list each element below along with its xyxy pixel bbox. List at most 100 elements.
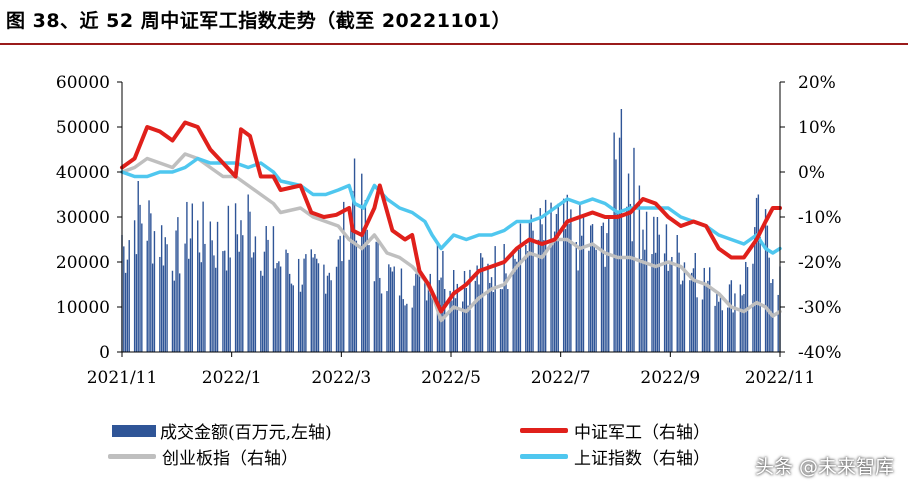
turnover-bar [442,250,444,352]
legend-swatch-military [520,428,568,433]
turnover-bar [453,270,455,352]
legend-sse: 上证指数（右轴） [520,444,710,469]
y-left-tick-label: 20000 [56,253,110,273]
turnover-bar [696,297,698,352]
turnover-bar [658,234,660,352]
turnover-bar [209,221,212,352]
turnover-bar [148,200,150,352]
turnover-bar [507,289,509,352]
turnover-bar [541,224,543,352]
turnover-bar [557,203,559,352]
turnover-bar [400,268,403,352]
turnover-bar [343,201,345,352]
turnover-bar [505,273,507,352]
series-line-sse [120,156,782,255]
turnover-bar [734,293,736,352]
turnover-bar [604,266,606,352]
turnover-bar [227,205,230,352]
turnover-bar [714,305,716,352]
turnover-bar [481,257,484,352]
turnover-bar [251,257,253,352]
index-lines [120,120,782,323]
turnover-bar [424,281,426,352]
turnover-bar [406,303,408,352]
turnover-bar [326,275,329,352]
turnover-bar [555,213,558,352]
turnover-bar [413,285,415,352]
turnover-bar [366,229,368,352]
turnover-bar [777,294,779,352]
turnover-bar [582,217,585,352]
turnover-bar [754,227,756,352]
turnover-bar [314,253,316,352]
turnover-bar [139,204,141,352]
turnover-bar [499,289,502,352]
turnover-bar [364,200,367,352]
turnover-bar [171,270,174,352]
y-left-tick-label: 0 [99,343,110,363]
x-tick-label: 2022/3 [311,368,371,388]
turnover-bar [494,246,496,352]
turnover-bar [191,203,194,352]
turnover-bar [188,258,190,352]
turnover-bar [525,245,527,352]
turnover-bar [427,287,430,352]
turnover-bar [590,225,592,352]
turnover-bar [653,216,655,352]
y-right-tick-label: -30% [798,298,842,318]
turnover-bar [492,292,495,352]
turnover-bar [689,280,691,352]
turnover-bar [164,237,166,352]
turnover-bar [325,293,327,352]
turnover-bar [680,284,682,352]
turnover-bar [202,201,204,352]
chart-title: 图 38、近 52 周中证军工指数走势（截至 20221101） [6,10,512,32]
turnover-bar [644,249,646,352]
turnover-bar [135,254,138,352]
turnover-bar [350,220,352,352]
turnover-bar [173,280,175,352]
turnover-bar [290,283,293,352]
turnover-bar [539,208,541,352]
turnover-bar [276,263,278,352]
turnover-bar [335,266,338,352]
turnover-bar [341,261,343,352]
turnover-bar [669,260,671,352]
legend-label-military: 中证军工（右轴） [574,423,710,443]
turnover-bar [402,299,404,352]
turnover-bar [645,211,648,352]
turnover-bar [261,275,264,352]
turnover-bar [353,158,356,352]
turnover-bar [593,244,596,352]
y-left-tick-label: 10000 [56,298,110,318]
turnover-bar [146,240,148,352]
watermark: 头条 @未来智库 [754,456,894,478]
turnover-bar [631,241,633,352]
turnover-bar [532,230,534,352]
turnover-bar [703,267,705,352]
y-left-tick-label: 30000 [56,208,110,228]
turnover-bar [517,249,520,352]
turnover-bar [570,209,572,352]
turnover-bar [600,226,603,352]
turnover-bar [431,294,433,352]
turnover-bar [411,307,413,352]
turnover-bar [443,288,446,352]
turnover-bar [755,197,758,352]
turnover-bar [391,271,394,352]
turnover-bar [416,273,419,352]
turnover-bar [126,259,129,352]
x-tick-label: 2021/11 [87,368,158,388]
turnover-bar [137,181,139,352]
turnover-bar [537,239,540,352]
turnover-bar [552,239,554,352]
turnover-bar [654,252,657,352]
turnover-bar [355,240,358,352]
turnover-bar [743,294,745,352]
turnover-bar [759,236,761,352]
legend-label-chinext: 创业板指（右轴） [162,449,298,469]
turnover-bar [317,263,320,352]
turnover-bar [716,293,718,352]
turnover-bar [234,203,237,352]
turnover-bar [683,262,686,352]
